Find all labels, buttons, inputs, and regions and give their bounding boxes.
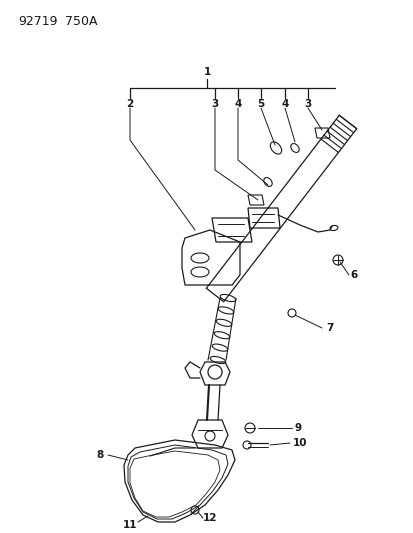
Text: 7: 7 [325,323,333,333]
Text: 8: 8 [96,450,103,460]
Text: 750A: 750A [65,15,97,28]
Text: 5: 5 [257,99,264,109]
Text: 3: 3 [304,99,311,109]
Text: 92719: 92719 [18,15,57,28]
Text: 1: 1 [203,67,210,77]
Text: 4: 4 [280,99,288,109]
Text: 9: 9 [294,423,301,433]
Text: 3: 3 [211,99,218,109]
Text: 11: 11 [122,520,137,530]
Text: 10: 10 [292,438,306,448]
Text: 6: 6 [349,270,357,280]
Text: 4: 4 [234,99,241,109]
Text: 12: 12 [202,513,217,523]
Text: 2: 2 [126,99,133,109]
